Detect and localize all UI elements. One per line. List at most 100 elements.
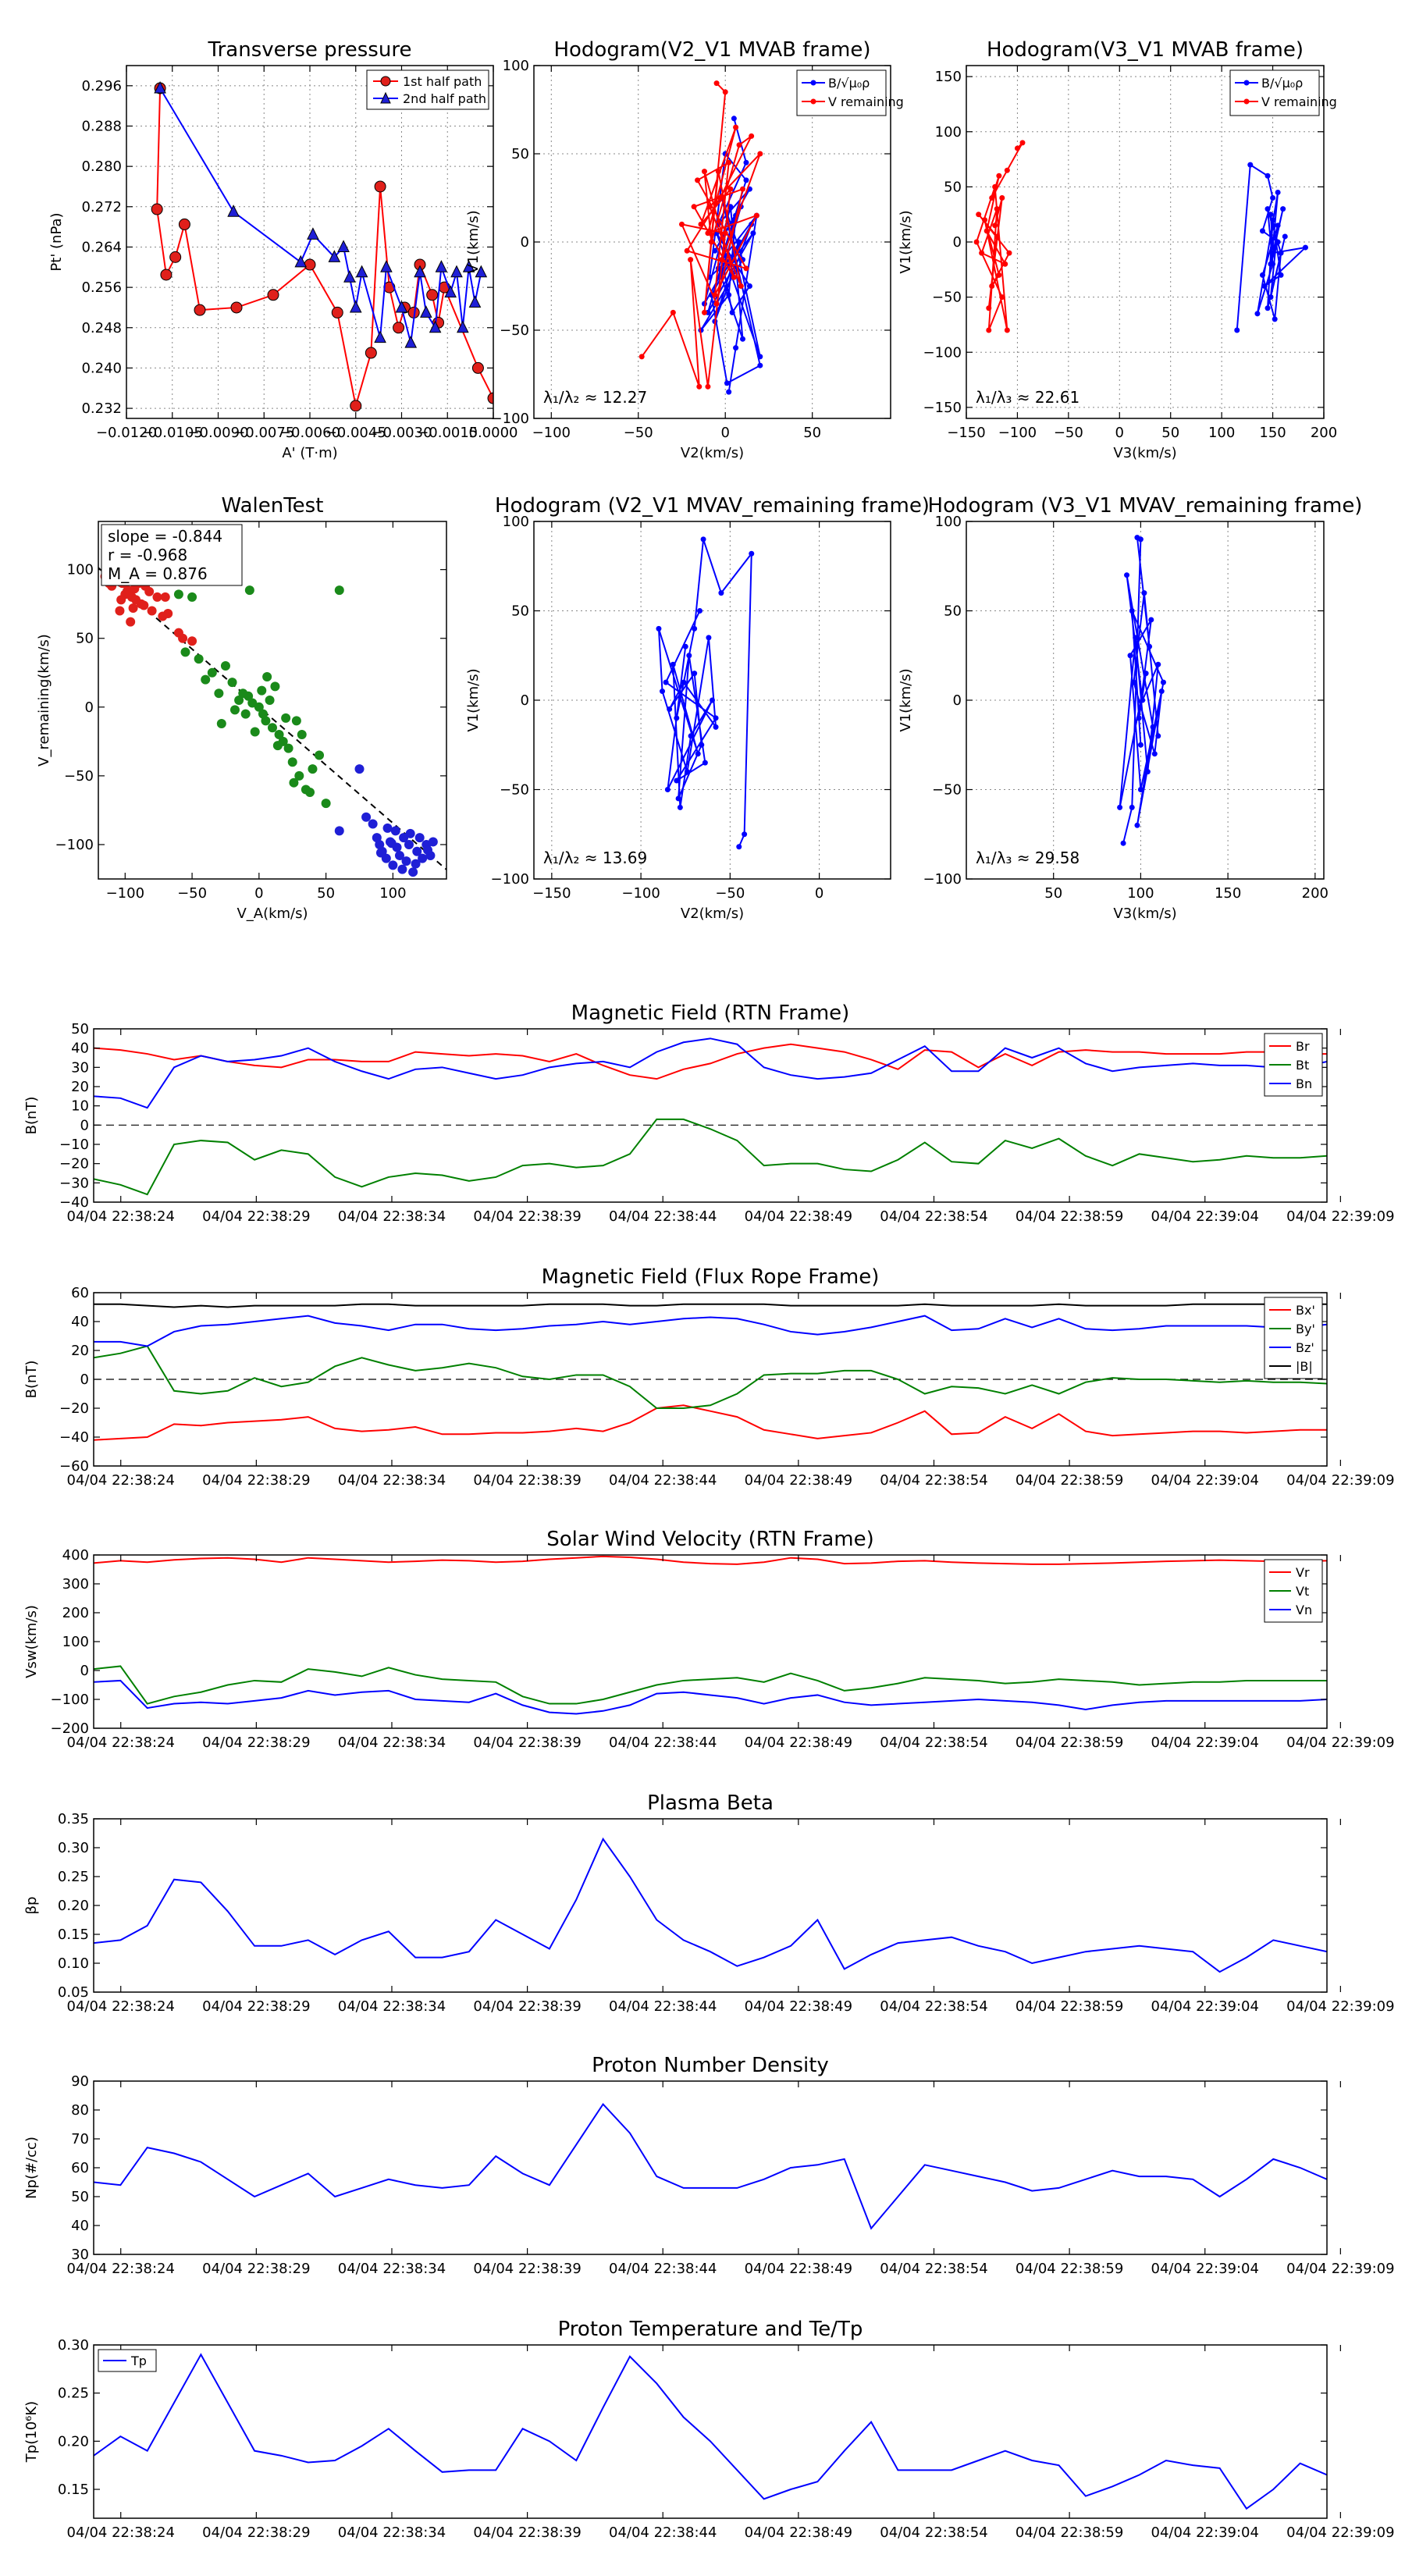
y-tick-label: 0.10 — [58, 1955, 89, 1972]
x-tick-label: −0.0030 — [371, 425, 432, 441]
data-point — [705, 383, 711, 390]
data-point — [994, 206, 1000, 212]
data-point — [462, 260, 475, 272]
legend: B/√μ₀ρ V remaining — [796, 69, 904, 116]
legend: Bx' By' Bz' |B| — [1264, 1297, 1323, 1379]
data-point — [1127, 653, 1133, 659]
data-point — [1247, 162, 1254, 168]
y-tick-label: −100 — [491, 411, 529, 427]
data-point — [435, 260, 448, 272]
plot-area — [94, 1555, 1327, 1715]
data-point — [328, 250, 341, 262]
chart-hodo_v2v1_mvab: Hodogram(V2_V1 MVAB frame) −100 −50 0 50 100 −… — [465, 38, 904, 461]
chart-title: Hodogram(V2_V1 MVAB frame) — [553, 38, 870, 62]
scatter-point-green — [244, 585, 254, 596]
y-tick-label: −50 — [500, 782, 529, 799]
y-tick-label: 0.20 — [58, 2433, 89, 2450]
x-tick-label: 04/04 22:38:49 — [745, 1998, 852, 2015]
data-point — [1133, 635, 1139, 641]
legend-label: V remaining — [1261, 94, 1337, 109]
x-tick-label: 04/04 22:38:39 — [473, 2261, 581, 2277]
y-tick-label: −100 — [491, 871, 529, 888]
data-point — [355, 265, 368, 278]
data-point — [1234, 327, 1240, 333]
scatter-point-green — [220, 660, 230, 671]
data-point — [380, 260, 393, 272]
x-tick-label: 04/04 22:38:24 — [67, 2524, 175, 2541]
data-point — [736, 239, 742, 245]
data-point — [976, 212, 982, 218]
y-tick-label: 20 — [71, 1343, 89, 1359]
series-line-bn — [94, 1037, 1327, 1109]
stats-frame — [101, 524, 243, 586]
data-point — [736, 844, 742, 850]
data-point — [426, 289, 439, 301]
x-tick-label: 04/04 22:38:54 — [880, 1208, 987, 1225]
y-tick-label: 0 — [85, 699, 94, 716]
x-tick-label: 04/04 22:38:29 — [202, 1208, 310, 1225]
data-point — [1120, 840, 1126, 846]
data-point — [1264, 305, 1271, 311]
y-tick-label: 100 — [62, 1634, 89, 1650]
x-tick-label: −0.0090 — [187, 425, 248, 441]
x-tick-label: 04/04 22:38:24 — [67, 1735, 175, 1751]
data-point — [1270, 244, 1276, 251]
data-point — [294, 254, 308, 268]
data-point — [1134, 822, 1140, 828]
x-tick-label: 04/04 22:38:34 — [338, 1208, 446, 1225]
scatter-point-green — [268, 723, 277, 733]
y-tick-label: 10 — [71, 1098, 89, 1115]
data-point — [695, 751, 701, 757]
data-point — [700, 536, 706, 543]
scatter-point-green — [240, 709, 251, 719]
data-point — [154, 80, 166, 94]
x-tick-label: 04/04 22:38:39 — [473, 1208, 581, 1225]
x-tick-label: 100 — [1127, 885, 1154, 902]
data-point — [1004, 327, 1010, 333]
y-axis-label: Pt' (nPa) — [48, 212, 65, 271]
eigenvalue-ratio: λ₁/λ₂ ≈ 13.69 — [543, 849, 647, 867]
scatter-point-green — [272, 741, 283, 751]
scatter-point-blue — [418, 853, 428, 863]
data-point — [984, 228, 990, 234]
data-point — [733, 124, 739, 130]
data-point — [160, 269, 173, 281]
data-point — [731, 116, 737, 122]
data-point — [1268, 212, 1274, 218]
data-point — [1259, 272, 1265, 278]
legend-marker — [380, 91, 391, 104]
series-line-bz — [94, 1315, 1327, 1347]
scatter-point-green — [229, 705, 240, 715]
data-point — [1006, 250, 1012, 256]
y-tick-label: −100 — [55, 837, 94, 853]
y-axis-label: V1(km/s) — [898, 668, 914, 731]
series-line-np — [94, 2102, 1327, 2230]
data-point — [1270, 261, 1276, 267]
y-tick-label: 0.296 — [81, 78, 122, 94]
data-point — [989, 195, 995, 201]
data-point — [1141, 590, 1147, 596]
data-point — [664, 787, 670, 792]
x-tick-label: 04/04 22:38:44 — [609, 1208, 717, 1225]
y-tick-label: 50 — [511, 146, 529, 162]
data-point — [1160, 679, 1166, 685]
legend-label: 2nd half path — [403, 91, 486, 106]
scatter-point-red — [152, 592, 162, 602]
data-point — [999, 195, 1005, 201]
scatter-point-red — [187, 636, 197, 646]
series-line-b — [657, 539, 752, 848]
data-point — [1278, 272, 1284, 278]
scatter-point-green — [194, 654, 204, 664]
data-point — [706, 635, 712, 641]
data-point — [726, 389, 732, 395]
x-tick-label: 04/04 22:38:34 — [338, 2261, 446, 2277]
scatter-point-green — [214, 688, 224, 699]
x-tick-label: −50 — [177, 885, 207, 902]
legend-marker — [810, 80, 816, 86]
data-point — [713, 724, 719, 730]
data-point — [712, 247, 718, 254]
y-tick-label: 30 — [71, 1059, 89, 1076]
scatter-point-blue — [422, 845, 432, 856]
data-point — [727, 186, 734, 192]
data-point — [1275, 189, 1281, 195]
